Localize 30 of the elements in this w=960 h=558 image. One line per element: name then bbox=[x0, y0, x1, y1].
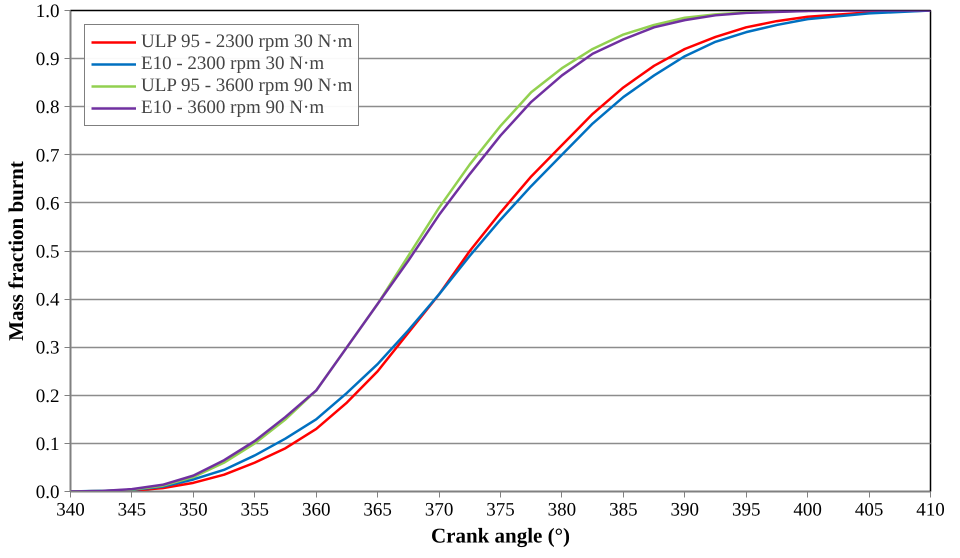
x-axis-title: Crank angle (°) bbox=[430, 524, 570, 548]
y-tick-label: 1.0 bbox=[36, 1, 60, 22]
x-tick-label: 365 bbox=[363, 500, 392, 520]
x-tick-label: 355 bbox=[240, 500, 270, 520]
x-tick-label: 385 bbox=[609, 500, 638, 520]
y-tick-label: 0.5 bbox=[36, 242, 60, 262]
y-tick-label: 0.8 bbox=[36, 97, 60, 118]
x-tick-label: 405 bbox=[854, 500, 884, 520]
x-tick-label: 400 bbox=[793, 500, 822, 520]
legend-label: E10 - 3600 rpm 90 N·m bbox=[141, 97, 324, 119]
x-tick-label: 370 bbox=[424, 500, 454, 520]
y-tick-label: 0.9 bbox=[36, 49, 60, 70]
x-tick-label: 360 bbox=[302, 500, 330, 520]
y-tick-label: 0.3 bbox=[36, 338, 60, 359]
y-tick-label: 0.1 bbox=[36, 434, 60, 455]
legend-label: ULP 95 - 3600 rpm 90 N·m bbox=[141, 75, 352, 97]
y-tick-label: 0.6 bbox=[36, 193, 60, 214]
y-tick-label: 0.2 bbox=[36, 386, 60, 407]
x-tick-label: 395 bbox=[732, 500, 760, 520]
y-axis-title: Mass fraction burnt bbox=[4, 161, 28, 341]
y-tick-label: 0.7 bbox=[36, 145, 60, 166]
legend-label: ULP 95 - 2300 rpm 30 N·m bbox=[141, 31, 352, 53]
x-tick-label: 380 bbox=[548, 500, 576, 520]
y-tick-label: 0.4 bbox=[36, 290, 60, 311]
legend-label: E10 - 2300 rpm 30 N·m bbox=[141, 53, 324, 75]
x-tick-label: 375 bbox=[486, 500, 515, 520]
x-tick-label: 390 bbox=[670, 500, 700, 520]
x-tick-label: 410 bbox=[916, 500, 945, 520]
x-tick-label: 350 bbox=[179, 500, 208, 520]
x-tick-label: 345 bbox=[118, 500, 146, 520]
